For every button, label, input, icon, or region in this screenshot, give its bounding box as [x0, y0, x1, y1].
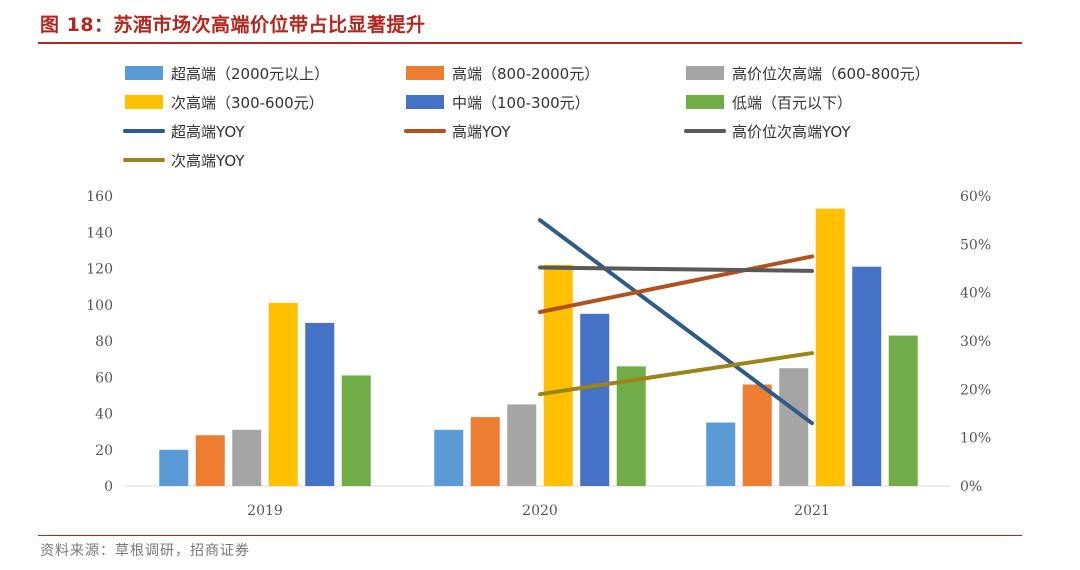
y-tick-label: 20 — [95, 443, 113, 459]
y-tick-label: 140 — [86, 225, 113, 241]
line-high-price-sub-yoy — [538, 265, 814, 273]
bar-sub-high-2020 — [543, 264, 573, 486]
legend-swatch-low — [686, 95, 724, 109]
bar-mid-2020 — [580, 313, 610, 486]
legend: 超高端（2000元以上） 高端（800-2000元） 高价位次高端（600-800元… — [123, 65, 930, 170]
bar-high-price-sub-2019 — [232, 429, 262, 486]
legend-swatch-high-price-sub — [686, 66, 724, 80]
bar-super-high-2021 — [706, 422, 736, 486]
legend-label-high-price-sub: 高价位次高端（600-800元） — [732, 65, 930, 83]
legend-label-sub-high-yoy: 次高端YOY — [171, 152, 245, 170]
x-tick-label-2019: 2019 — [247, 503, 283, 519]
bar-series — [159, 208, 918, 486]
y2-tick-label: 20% — [960, 382, 991, 398]
line-sub-high-yoy — [538, 351, 814, 397]
legend-swatch-mid — [406, 95, 444, 109]
y-tick-label: 80 — [95, 334, 113, 350]
x-axis: 2019 2020 2021 — [247, 503, 830, 519]
chart-title: 图 18：苏酒市场次高端价位带占比显著提升 — [40, 14, 426, 36]
bar-mid-2019 — [305, 322, 335, 486]
y2-tick-label: 50% — [960, 237, 991, 253]
legend-label-super-high-yoy: 超高端YOY — [171, 123, 245, 141]
bar-low-2021 — [888, 335, 918, 486]
legend-label-high: 高端（800-2000元） — [452, 65, 599, 83]
y-tick-label: 160 — [86, 189, 113, 205]
line-series — [538, 218, 814, 426]
y2-tick-label: 30% — [960, 334, 991, 350]
bar-low-2019 — [341, 375, 371, 486]
y2-tick-label: 60% — [960, 189, 991, 205]
legend-swatch-sub-high — [125, 95, 163, 109]
bar-mid-2021 — [852, 266, 882, 486]
y-axis-right: 0% 10% 20% 30% 40% 50% 60% — [960, 189, 991, 495]
legend-label-sub-high: 次高端（300-600元） — [171, 94, 324, 112]
y2-tick-label: 40% — [960, 286, 991, 302]
legend-swatch-high — [406, 66, 444, 80]
bar-high-2019 — [195, 435, 225, 486]
source-note: 资料来源：草根调研，招商证券 — [40, 543, 250, 559]
legend-label-high-yoy: 高端YOY — [452, 123, 511, 141]
bar-sub-high-2019 — [268, 302, 298, 486]
bar-high-2020 — [470, 417, 500, 486]
legend-label-low: 低端（百元以下） — [732, 94, 852, 112]
bar-super-high-2019 — [159, 449, 189, 486]
footer-divider — [38, 535, 1022, 536]
y-tick-label: 120 — [86, 262, 113, 278]
line-super-high-yoy — [538, 218, 814, 426]
x-tick-label-2020: 2020 — [522, 503, 558, 519]
legend-label-super-high: 超高端（2000元以上） — [171, 65, 329, 83]
legend-swatch-super-high — [125, 66, 163, 80]
y2-tick-label: 0% — [960, 479, 982, 495]
y-axis-left: 0 20 40 60 80 100 120 140 160 — [86, 189, 113, 495]
bar-low-2020 — [616, 366, 646, 486]
y-tick-label: 60 — [95, 370, 113, 386]
y2-tick-label: 10% — [960, 431, 991, 447]
bar-high-2021 — [742, 384, 772, 486]
bar-sub-high-2021 — [815, 208, 845, 486]
y-tick-label: 0 — [104, 479, 113, 495]
bar-super-high-2020 — [434, 429, 464, 486]
title-divider — [38, 42, 1022, 44]
legend-label-mid: 中端（100-300元） — [452, 94, 590, 112]
y-tick-label: 40 — [95, 407, 113, 423]
bar-high-price-sub-2021 — [779, 368, 809, 486]
bar-high-price-sub-2020 — [507, 404, 537, 486]
x-tick-label-2021: 2021 — [794, 503, 830, 519]
y-tick-label: 100 — [86, 298, 113, 314]
line-high-yoy — [538, 254, 814, 314]
legend-label-high-price-sub-yoy: 高价位次高端YOY — [732, 123, 851, 141]
